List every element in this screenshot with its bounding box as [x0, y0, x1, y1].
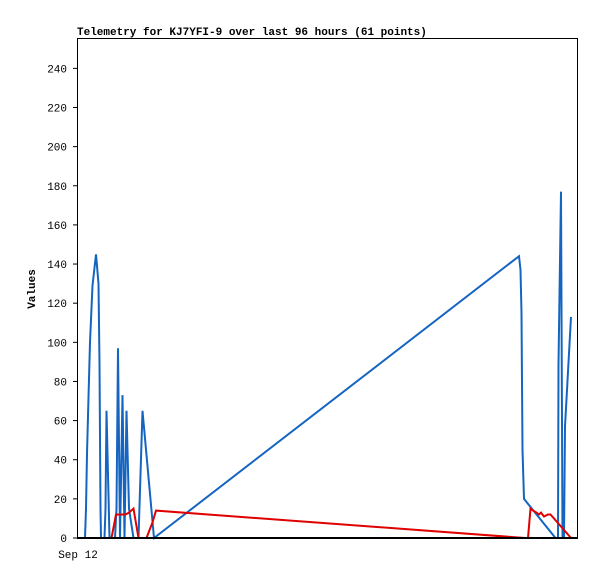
y-axis-ticks: 0 20 40 60 80 100 120 140 160 180 200 220 240 [47, 64, 78, 546]
y-tick-label: 200 [47, 143, 67, 155]
chart-title: Telemetry for KJ7YFI-9 over last 96 hour… [77, 27, 427, 39]
y-tick-label: 220 [47, 103, 67, 115]
y-tick-label: 180 [47, 182, 67, 194]
y-axis-label: Values [27, 269, 39, 309]
x-tick-label: Sep 12 [58, 550, 98, 562]
y-tick-label: 60 [54, 417, 67, 429]
y-tick-label: 20 [54, 495, 67, 507]
x-axis-ticks: Sep 12 [58, 550, 98, 562]
y-tick-label: 80 [54, 377, 67, 389]
y-tick-label: 40 [54, 456, 67, 468]
series-line-1 [78, 506, 572, 539]
y-tick-label: 140 [47, 260, 67, 272]
y-tick-label: 240 [47, 64, 67, 76]
plot-frame [77, 38, 578, 539]
series-layer [78, 191, 578, 540]
y-tick-label: 0 [60, 534, 67, 546]
y-tick-label: 120 [47, 299, 67, 311]
y-tick-label: 100 [47, 338, 67, 350]
y-tick-label: 160 [47, 221, 67, 233]
